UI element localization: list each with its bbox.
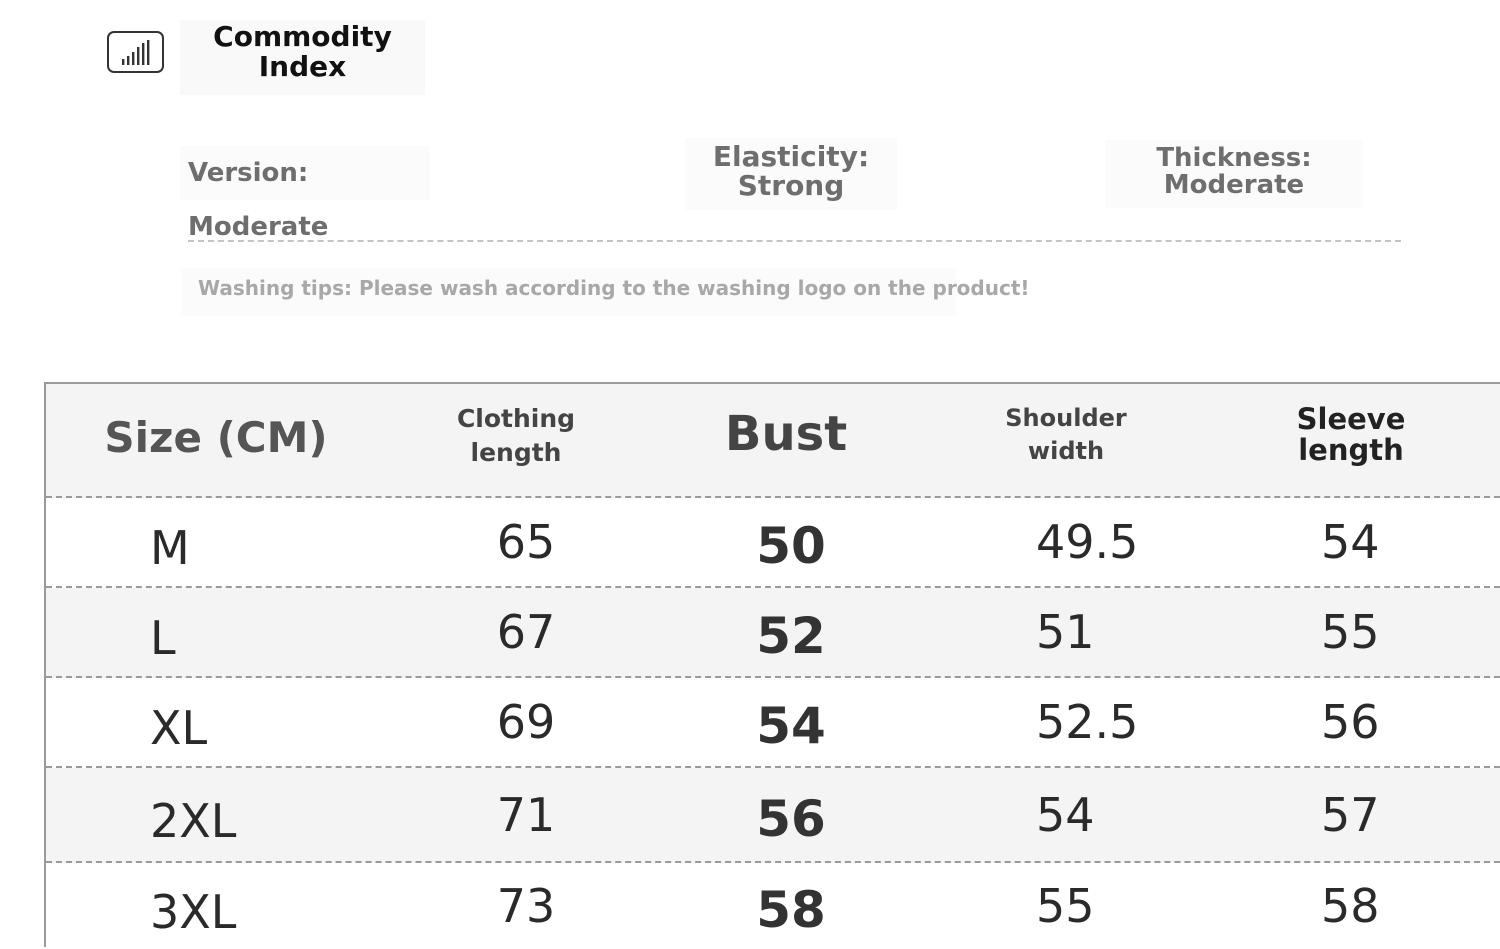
header-sleeve-length-line-1: Sleeve xyxy=(1296,402,1406,436)
header-shoulder-width: Shoulder width xyxy=(976,402,1156,468)
dashed-divider xyxy=(188,240,1401,242)
cell-size: 2XL xyxy=(150,793,237,848)
table-row: L 67 52 51 55 xyxy=(46,588,1500,678)
washing-tips: Washing tips: Please wash according to t… xyxy=(182,268,1030,316)
header-bust: Bust xyxy=(724,406,848,462)
header-sleeve-length-line-2: length xyxy=(1298,433,1404,467)
cell-shoulder-width: 49.5 xyxy=(1036,515,1139,569)
cell-size: XL xyxy=(150,701,208,755)
signal-bars-graphic xyxy=(122,40,150,65)
cell-sleeve-length: 57 xyxy=(1321,787,1380,842)
signal-bars-icon xyxy=(107,31,164,73)
cell-bust: 58 xyxy=(756,881,826,939)
cell-shoulder-width: 54 xyxy=(1036,787,1095,842)
table-row: 2XL 71 56 54 57 xyxy=(46,768,1500,863)
cell-sleeve-length: 58 xyxy=(1321,879,1380,933)
table-row: M 65 50 49.5 54 xyxy=(46,498,1500,588)
cell-bust: 56 xyxy=(756,789,826,848)
cell-clothing-length: 65 xyxy=(496,515,556,569)
page-title: Commodity Index xyxy=(180,20,425,95)
cell-shoulder-width: 55 xyxy=(1036,879,1095,933)
thickness-label: Thickness: xyxy=(1156,143,1312,173)
cell-sleeve-length: 56 xyxy=(1321,695,1380,749)
cell-sleeve-length: 55 xyxy=(1321,605,1380,659)
elasticity-label: Elasticity: xyxy=(712,140,870,173)
header-shoulder-width-line-1: Shoulder xyxy=(1005,404,1127,432)
cell-bust: 50 xyxy=(756,517,826,575)
cell-size: L xyxy=(150,611,176,665)
cell-clothing-length: 69 xyxy=(496,695,556,749)
cell-shoulder-width: 52.5 xyxy=(1036,695,1139,749)
cell-size: M xyxy=(150,521,190,575)
cell-clothing-length: 73 xyxy=(496,879,556,933)
header-clothing-length-line-2: length xyxy=(470,438,562,467)
header-sleeve-length: Sleeve length xyxy=(1261,404,1441,466)
header-size: Size (CM) xyxy=(104,413,328,462)
table-row: XL 69 54 52.5 56 xyxy=(46,678,1500,768)
cell-bust: 52 xyxy=(756,607,826,665)
page-title-line-1: Commodity xyxy=(213,20,392,53)
version-attribute: Version: Moderate xyxy=(180,146,430,242)
table-header-row: Size (CM) Clothing length Bust Shoulder … xyxy=(46,384,1500,498)
size-table: Size (CM) Clothing length Bust Shoulder … xyxy=(44,382,1500,949)
page-title-line-2: Index xyxy=(258,50,347,83)
cell-sleeve-length: 54 xyxy=(1321,515,1380,569)
cell-shoulder-width: 51 xyxy=(1036,605,1095,659)
elasticity-attribute: Elasticity: Strong xyxy=(685,138,897,210)
table-row: 3XL 73 58 55 58 xyxy=(46,863,1500,949)
elasticity-value: Strong xyxy=(737,169,845,202)
header-clothing-length-line-1: Clothing xyxy=(456,404,576,433)
thickness-attribute: Thickness: Moderate xyxy=(1105,140,1363,208)
header-clothing-length: Clothing length xyxy=(426,402,606,470)
thickness-value: Moderate xyxy=(1163,170,1305,200)
header-shoulder-width-line-2: width xyxy=(1027,437,1105,465)
cell-size: 3XL xyxy=(150,885,237,939)
cell-clothing-length: 71 xyxy=(496,787,556,842)
cell-clothing-length: 67 xyxy=(496,605,556,659)
cell-bust: 54 xyxy=(756,697,826,755)
